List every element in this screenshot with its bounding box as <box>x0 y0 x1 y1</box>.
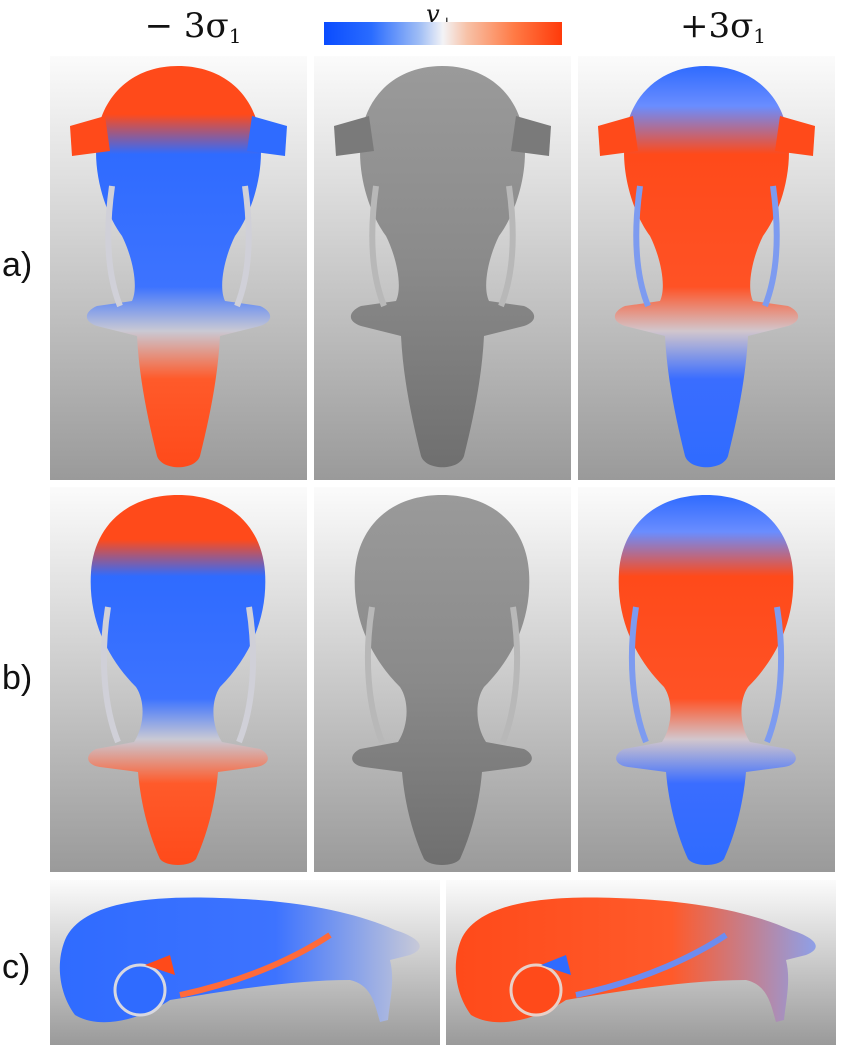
header-plus-subscript: 1 <box>753 24 767 48</box>
skull-c-plus <box>455 897 816 1023</box>
colorbar-title-text: v <box>426 0 440 28</box>
skull-c-minus <box>59 897 420 1023</box>
panel-a-minus <box>50 56 307 480</box>
row-label-a: a) <box>2 246 33 284</box>
skull-b-mean <box>352 495 532 865</box>
panel-a-mean <box>314 56 571 480</box>
header-minus-3-sigma: − 3σ1 <box>118 6 268 48</box>
colorbar <box>324 22 562 45</box>
skull-a-minus <box>70 66 287 468</box>
panel-a-plus <box>578 56 835 480</box>
header-plus-text: +3σ <box>679 6 754 46</box>
skull-b-plus <box>616 495 796 865</box>
row-label-b: b) <box>2 659 33 697</box>
skull-a-mean <box>334 66 551 468</box>
header-plus-3-sigma: +3σ1 <box>648 6 798 48</box>
header-minus-text: − 3σ <box>144 6 229 46</box>
panel-c-minus <box>50 880 440 1045</box>
skull-a-plus <box>598 66 815 468</box>
panel-b-mean <box>314 487 571 872</box>
panel-b-plus <box>578 487 835 872</box>
panel-c-plus <box>446 880 836 1045</box>
skull-b-minus <box>88 495 268 865</box>
header-minus-subscript: 1 <box>228 24 242 48</box>
panel-b-minus <box>50 487 307 872</box>
row-label-c: c) <box>2 948 31 986</box>
